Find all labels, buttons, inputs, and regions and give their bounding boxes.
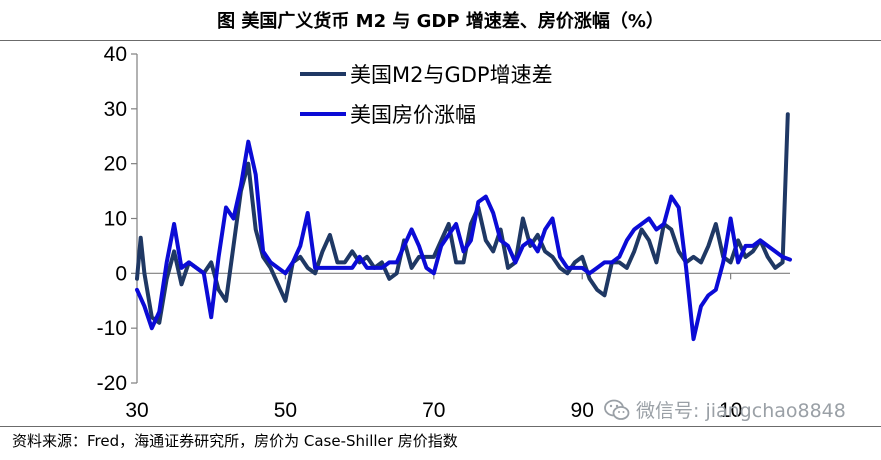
top-divider: [0, 40, 881, 41]
x-axis: 30 50 70 90 10: [125, 272, 790, 422]
line-chart: 40 30 20 10 0 -10 -20 30 50 70 90 10 美国M2与GDP增速差美国…: [97, 43, 792, 422]
x-tick-label: 90: [571, 399, 594, 422]
y-tick-label: -20: [97, 372, 127, 395]
y-tick-label: 10: [104, 208, 127, 231]
y-tick-label: 0: [115, 262, 127, 285]
source-note: 资料来源：Fred，海通证券研究所，房价为 Case-Shiller 房价指数: [12, 432, 458, 450]
legend-label-1: 美国M2与GDP增速差: [350, 63, 553, 87]
x-tick-label: 50: [274, 399, 297, 422]
watermark: 微信号: jiangchao8848: [604, 396, 846, 423]
x-tick-label: 10: [719, 399, 742, 422]
x-tick-label: 30: [125, 399, 148, 422]
series-line-2: [135, 139, 792, 342]
x-tick-label: 70: [422, 399, 445, 422]
series-line-1: [135, 112, 790, 325]
y-tick-label: -10: [97, 317, 127, 340]
watermark-text: 微信号: jiangchao8848: [636, 400, 846, 422]
wechat-icon: [604, 399, 630, 420]
y-tick-label: 30: [104, 98, 127, 121]
bottom-divider: [0, 426, 881, 427]
y-tick-label: 40: [104, 43, 127, 66]
y-tick-label: 20: [104, 153, 127, 176]
chart-title: 图 美国广义货币 M2 与 GDP 增速差、房价涨幅（%）: [217, 11, 664, 32]
y-axis: 40 30 20 10 0 -10 -20: [97, 43, 138, 395]
series-lines: [135, 112, 792, 342]
legend-label-2: 美国房价涨幅: [350, 103, 476, 127]
